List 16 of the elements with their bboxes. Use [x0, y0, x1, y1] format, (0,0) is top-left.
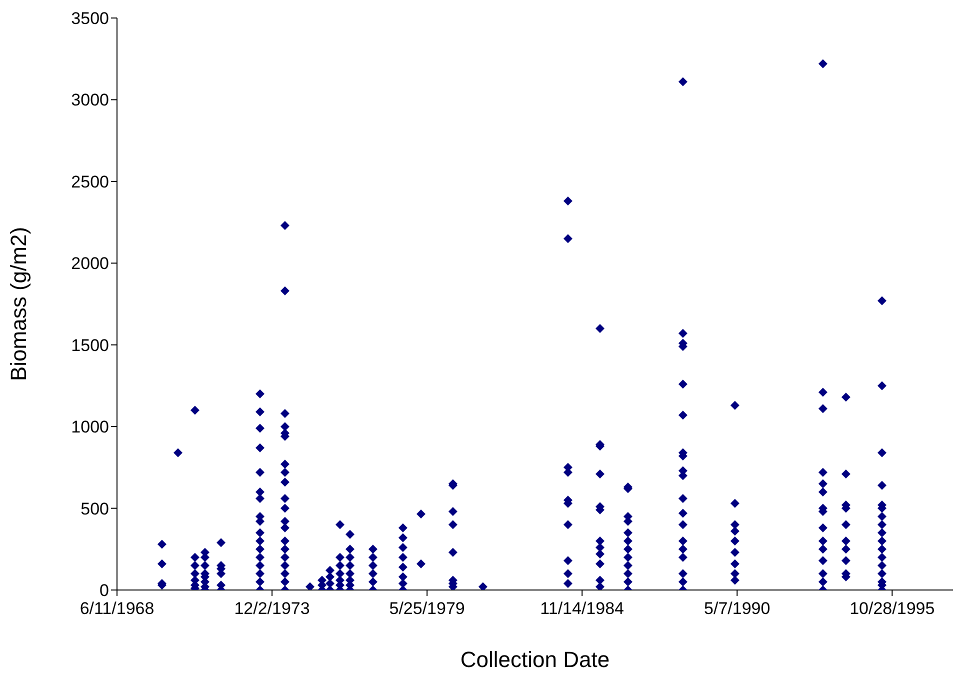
y-axis-title: Biomass (g/m2): [6, 226, 31, 382]
x-tick-label: 6/11/1968: [80, 599, 154, 618]
y-tick-label: 3000: [71, 90, 109, 110]
y-tick-label: 500: [80, 499, 109, 518]
x-tick-label: 11/14/1984: [540, 599, 624, 618]
x-tick-label: 12/2/1973: [234, 599, 310, 618]
y-tick-label: 1000: [71, 418, 109, 437]
y-tick-label: 1500: [71, 336, 109, 355]
x-axis-title: Collection Date: [460, 647, 610, 672]
y-tick-label: 3500: [71, 9, 109, 28]
y-tick-label: 2000: [71, 254, 109, 274]
y-tick-label: 0: [100, 581, 109, 600]
x-tick-label: 5/7/1990: [704, 599, 770, 618]
y-tick-label: 2500: [71, 172, 109, 192]
x-tick-label: 10/28/1995: [850, 599, 935, 618]
x-tick-label: 5/25/1979: [389, 599, 465, 618]
